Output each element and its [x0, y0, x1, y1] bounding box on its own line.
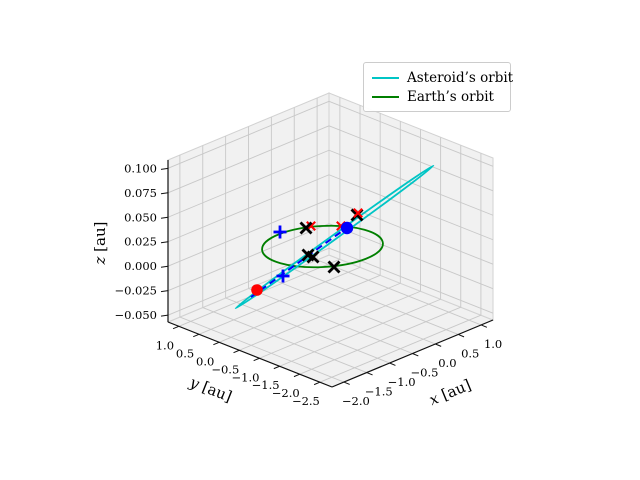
legend-item-earth-orbit: Earth’s orbit — [372, 87, 502, 106]
svg-text:−0.025: −0.025 — [114, 284, 157, 298]
svg-text:−2.5: −2.5 — [292, 394, 320, 408]
svg-text:0.000: 0.000 — [124, 259, 157, 273]
legend-label-asteroid-orbit: Asteroid’s orbit — [407, 69, 514, 86]
legend-item-asteroid-orbit: Asteroid’s orbit — [372, 68, 513, 87]
svg-text:−0.050: −0.050 — [114, 308, 157, 322]
svg-text:0.5: 0.5 — [461, 346, 479, 360]
svg-text:0.0: 0.0 — [438, 356, 456, 370]
svg-text:−1.5: −1.5 — [252, 378, 280, 392]
earth-orbit-line-swatch — [372, 95, 399, 98]
svg-text:−1.0: −1.0 — [388, 375, 416, 389]
svg-text:−0.5: −0.5 — [411, 366, 439, 380]
legend-label-earth-orbit: Earth’s orbit — [407, 88, 494, 105]
svg-text:0.0: 0.0 — [196, 354, 214, 368]
svg-text:0.025: 0.025 — [124, 235, 157, 249]
svg-text:0.100: 0.100 — [124, 161, 157, 175]
svg-text:−0.5: −0.5 — [211, 362, 239, 376]
legend: Asteroid’s orbit Earth’s orbit — [363, 62, 513, 112]
svg-text:−1.0: −1.0 — [232, 370, 260, 384]
svg-text:0.5: 0.5 — [176, 346, 194, 360]
svg-text:0.050: 0.050 — [124, 210, 157, 224]
svg-text:z [au]: z [au] — [91, 222, 109, 266]
svg-text:−2.0: −2.0 — [272, 386, 300, 400]
svg-text:−2.0: −2.0 — [342, 394, 370, 408]
svg-text:0.075: 0.075 — [124, 186, 157, 200]
svg-text:1.0: 1.0 — [156, 338, 174, 352]
svg-text:−1.5: −1.5 — [365, 385, 393, 399]
asteroid-orbit-line-swatch — [372, 76, 399, 79]
svg-text:1.0: 1.0 — [484, 337, 502, 351]
